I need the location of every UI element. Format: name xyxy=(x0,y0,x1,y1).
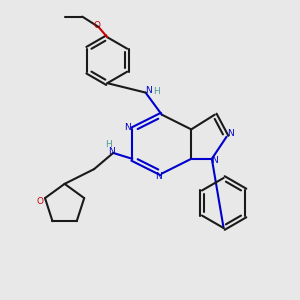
Text: N: N xyxy=(228,129,234,138)
Text: N: N xyxy=(212,156,218,165)
Text: O: O xyxy=(94,21,100,30)
Text: N: N xyxy=(145,86,152,95)
Text: N: N xyxy=(124,122,131,131)
Text: N: N xyxy=(155,172,162,181)
Text: N: N xyxy=(108,147,115,156)
Text: H: H xyxy=(105,140,112,149)
Text: H: H xyxy=(153,87,160,96)
Text: O: O xyxy=(36,196,43,206)
